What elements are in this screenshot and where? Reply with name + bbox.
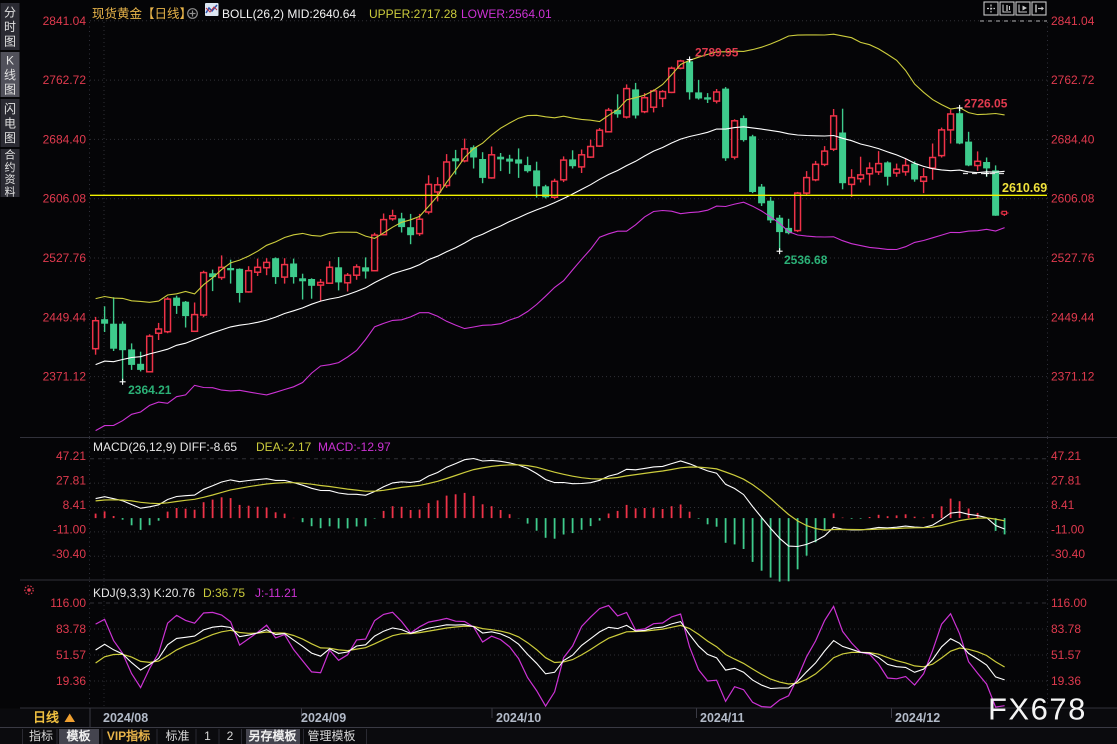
svg-text:MACD:-12.97: MACD:-12.97 (318, 440, 391, 454)
svg-text:47.21: 47.21 (1051, 449, 1081, 463)
svg-text:-11.00: -11.00 (1051, 522, 1084, 536)
svg-text:116.00: 116.00 (1051, 596, 1087, 610)
svg-text:51.57: 51.57 (1051, 648, 1081, 662)
svg-text:2536.68: 2536.68 (784, 253, 828, 267)
svg-text:LOWER:2564.01: LOWER:2564.01 (461, 7, 552, 21)
svg-text:管理模板: 管理模板 (307, 728, 355, 743)
svg-text:2610.69: 2610.69 (1002, 181, 1047, 195)
svg-text:2606.08: 2606.08 (43, 192, 87, 206)
svg-text:时: 时 (4, 20, 16, 34)
svg-text:标准: 标准 (165, 729, 189, 743)
svg-text:2024/12: 2024/12 (895, 711, 940, 725)
svg-text:19.36: 19.36 (1051, 674, 1081, 688)
svg-text:2606.08: 2606.08 (1051, 192, 1095, 206)
svg-text:2: 2 (227, 729, 234, 743)
svg-text:2684.40: 2684.40 (1051, 132, 1095, 146)
svg-text:2024/08: 2024/08 (103, 711, 148, 725)
svg-text:2527.76: 2527.76 (43, 251, 87, 265)
svg-text:日线: 日线 (33, 710, 59, 725)
svg-text:分: 分 (4, 5, 16, 19)
svg-text:K: K (6, 53, 14, 67)
svg-text:2726.05: 2726.05 (964, 97, 1008, 111)
svg-text:2024/11: 2024/11 (700, 711, 745, 725)
svg-text:MACD(26,12,9) DIFF:-8.65: MACD(26,12,9) DIFF:-8.65 (93, 440, 237, 454)
svg-text:2841.04: 2841.04 (1051, 14, 1095, 28)
svg-text:1: 1 (204, 729, 211, 743)
svg-text:2527.76: 2527.76 (1051, 251, 1095, 265)
svg-text:27.81: 27.81 (1051, 474, 1081, 488)
svg-text:2364.21: 2364.21 (128, 383, 172, 397)
svg-text:J:-11.21: J:-11.21 (255, 586, 298, 600)
svg-text:2841.04: 2841.04 (43, 14, 87, 28)
svg-text:现货黄金【日线】: 现货黄金【日线】 (92, 6, 192, 21)
svg-text:闪: 闪 (4, 102, 16, 116)
svg-text:2762.72: 2762.72 (43, 73, 87, 87)
svg-text:-30.40: -30.40 (52, 547, 86, 561)
svg-text:UPPER:2717.28: UPPER:2717.28 (369, 7, 457, 21)
svg-text:图: 图 (4, 131, 16, 145)
svg-text:图: 图 (4, 82, 16, 96)
svg-text:51.57: 51.57 (56, 648, 86, 662)
svg-text:图: 图 (4, 34, 16, 48)
svg-text:83.78: 83.78 (1051, 622, 1081, 636)
svg-text:DEA:-2.17: DEA:-2.17 (256, 440, 312, 454)
svg-text:合: 合 (5, 148, 16, 162)
svg-text:2371.12: 2371.12 (43, 370, 87, 384)
svg-text:2024/10: 2024/10 (496, 711, 541, 725)
svg-text:电: 电 (4, 116, 16, 130)
svg-text:FX678: FX678 (988, 692, 1087, 727)
svg-text:116.00: 116.00 (50, 596, 86, 610)
svg-text:2789.95: 2789.95 (695, 46, 739, 60)
svg-text:资: 资 (5, 173, 16, 186)
svg-text:2762.72: 2762.72 (1051, 73, 1095, 87)
svg-text:2449.44: 2449.44 (1051, 310, 1095, 324)
svg-text:模板: 模板 (66, 728, 91, 743)
svg-text:8.41: 8.41 (63, 498, 87, 512)
svg-text:2371.12: 2371.12 (1051, 370, 1095, 384)
svg-text:-30.40: -30.40 (1051, 547, 1085, 561)
svg-text:-11.00: -11.00 (53, 522, 86, 536)
svg-text:8.41: 8.41 (1051, 498, 1075, 512)
svg-text:D:36.75: D:36.75 (203, 586, 245, 600)
svg-text:指标: 指标 (29, 728, 53, 743)
svg-text:VIP指标: VIP指标 (107, 728, 150, 743)
svg-text:27.81: 27.81 (56, 474, 86, 488)
svg-text:2449.44: 2449.44 (43, 310, 87, 324)
svg-text:19.36: 19.36 (56, 674, 86, 688)
svg-text:约: 约 (5, 161, 16, 174)
svg-text:2024/09: 2024/09 (301, 711, 346, 725)
svg-text:2684.40: 2684.40 (43, 132, 87, 146)
svg-text:BOLL(26,2) MID:2640.64: BOLL(26,2) MID:2640.64 (222, 7, 356, 21)
svg-text:料: 料 (5, 184, 16, 198)
svg-text:83.78: 83.78 (56, 622, 86, 636)
svg-text:47.21: 47.21 (56, 449, 86, 463)
svg-text:线: 线 (4, 68, 16, 82)
svg-text:KDJ(9,3,3) K:20.76: KDJ(9,3,3) K:20.76 (93, 586, 195, 600)
svg-text:另存模板: 另存模板 (248, 728, 297, 743)
